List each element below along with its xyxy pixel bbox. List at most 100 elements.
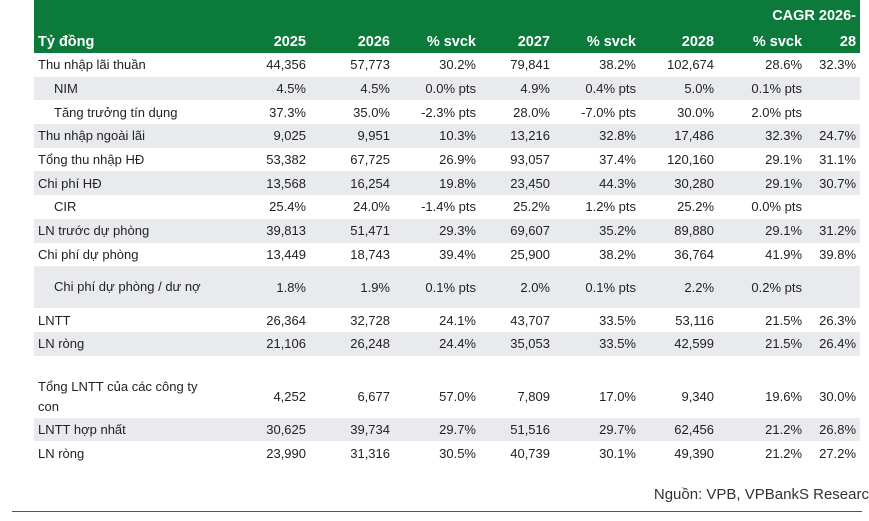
row-value: 29.3% — [439, 223, 476, 239]
row-value: 30,280 — [674, 175, 715, 191]
row-value: 21.2% — [765, 445, 803, 461]
row-value: 51,471 — [350, 223, 390, 239]
row-value: 24.7% — [819, 128, 857, 144]
row-value: 26.9% — [439, 152, 476, 168]
header-yoy-2028: % svck — [752, 34, 803, 50]
row-value: -1.4% pts — [421, 199, 476, 215]
table-row: LNTT hợp nhất 30,625 39,734 29.7% 51,516 29.7… — [34, 417, 861, 442]
row-label: Chi phí HĐ — [38, 175, 102, 191]
financial-forecast-table: CAGR 2026- Tỷ đồng 2025 2026 % svck 2027… — [34, 0, 861, 465]
row-value: 16,254 — [350, 175, 390, 191]
row-value: 24.1% — [439, 312, 476, 328]
row-value: 102,674 — [667, 57, 715, 73]
row-value: 26.4% — [819, 336, 857, 352]
row-value: 30.7% — [819, 175, 857, 191]
row-value: 26,248 — [350, 336, 390, 352]
row-label: LN trước dự phòng — [38, 223, 150, 239]
row-value: 67,725 — [350, 152, 390, 168]
header-spacer — [34, 0, 718, 25]
row-value: 0.4% pts — [585, 81, 636, 97]
row-value: 0.0% pts — [751, 199, 803, 215]
row-value: 21,106 — [266, 336, 306, 352]
row-label: CIR — [54, 199, 77, 215]
row-value: 44.3% — [599, 175, 636, 191]
row-label: NIM — [54, 81, 78, 97]
row-value: 24.4% — [439, 336, 476, 352]
row-value: 39,813 — [266, 223, 306, 239]
row-label: Chi phí dự phòng / dư nợ — [54, 279, 201, 295]
row-label: LNTT — [38, 312, 71, 328]
row-value: 89,880 — [674, 223, 715, 239]
table-row: CIR 25.4% 24.0% -1.4% pts 25.2% 1.2% pts 25.2%… — [34, 195, 860, 219]
spacer-row — [34, 356, 860, 376]
row-value: 30,625 — [266, 421, 306, 437]
source-note: Nguồn: VPB, VPBankS Researc — [0, 486, 869, 503]
row-value: 36,764 — [674, 246, 715, 262]
row-value: 17.0% — [599, 389, 636, 405]
spacer-cell — [34, 356, 860, 376]
row-label: LNTT hợp nhất — [38, 421, 126, 437]
row-value: 31.1% — [819, 152, 857, 168]
row-value: 28.6% — [765, 57, 803, 73]
row-value: 4.5% — [276, 81, 306, 97]
row-value: 69,607 — [510, 223, 550, 239]
header-cagr-bottom: 28 — [839, 34, 857, 50]
row-value: 37.4% — [599, 152, 636, 168]
row-value: 5.0% — [684, 81, 715, 97]
row-value: 17,486 — [674, 128, 715, 144]
row-value: 43,707 — [510, 312, 550, 328]
table-row: Chi phí dự phòng / dư nợ 1.8% 1.9% 0.1% pts… — [34, 266, 861, 309]
row-value: 42,599 — [674, 336, 715, 352]
row-value: 41.9% — [765, 246, 803, 262]
row-value — [806, 100, 860, 124]
row-value: 18,743 — [350, 246, 390, 262]
row-value: 30.2% — [439, 57, 476, 73]
row-value: 44,356 — [266, 57, 306, 73]
header-2027: 2027 — [517, 34, 550, 50]
row-value: 79,841 — [510, 57, 550, 73]
source-text: Nguồn: VPB, VPBankS Researc — [653, 486, 869, 503]
row-value: 33.5% — [599, 336, 636, 352]
table-row: Chi phí dự phòng 13,449 18,743 39.4% 25,900 3… — [34, 243, 860, 267]
header-2028: 2028 — [681, 34, 715, 50]
table-row: LNTT 26,364 32,728 24.1% 43,707 33.5% 53,116 21… — [34, 308, 860, 332]
row-value: 30.5% — [439, 445, 476, 461]
row-value: 27.2% — [819, 445, 857, 461]
table-header: CAGR 2026- Tỷ đồng 2025 2026 % svck 2027… — [34, 0, 861, 53]
row-value: 23,450 — [510, 175, 550, 191]
row-value: 29.7% — [439, 421, 476, 437]
row-label: LN ròng — [38, 336, 85, 352]
row-label: Thu nhập lãi thuần — [38, 57, 146, 73]
row-value: 0.0% pts — [425, 81, 476, 97]
row-value: 39.8% — [819, 246, 857, 262]
row-value: 19.8% — [439, 175, 476, 191]
row-value: 6,677 — [357, 389, 390, 405]
row-value: 9,025 — [273, 128, 306, 144]
row-value: 9,951 — [357, 128, 390, 144]
table-row: NIM 4.5% 4.5% 0.0% pts 4.9% 0.4% pts 5.0% 0.1% … — [34, 76, 861, 101]
row-value: -2.3% pts — [421, 104, 476, 120]
row-value: 35.2% — [599, 223, 636, 239]
row-value: 9,340 — [681, 389, 715, 405]
row-value: 53,116 — [675, 312, 715, 328]
row-value: 57.0% — [439, 389, 476, 405]
row-value: 29.7% — [599, 421, 636, 437]
table-row: Chi phí HĐ 13,568 16,254 19.8% 23,450 44.3% 30… — [34, 171, 861, 196]
row-value: 32.3% — [819, 57, 857, 73]
row-value — [806, 266, 860, 308]
row-value: 57,773 — [350, 57, 390, 73]
row-value: 31,316 — [350, 445, 390, 461]
row-value: 26.3% — [819, 312, 857, 328]
header-2026: 2026 — [357, 34, 390, 50]
row-value: 25.2% — [677, 199, 715, 215]
row-value: 26.8% — [819, 421, 857, 437]
row-value: 120,160 — [667, 152, 715, 168]
row-value: 24.0% — [353, 199, 390, 215]
row-value: 21.5% — [765, 312, 803, 328]
row-label: Tổng thu nhập HĐ — [38, 152, 145, 168]
row-value: 1.9% — [360, 279, 390, 295]
row-value: 62,456 — [674, 421, 715, 437]
row-value: 28.0% — [513, 104, 550, 120]
row-value: 0.1% pts — [751, 81, 803, 97]
row-value: 1.2% pts — [585, 199, 636, 215]
